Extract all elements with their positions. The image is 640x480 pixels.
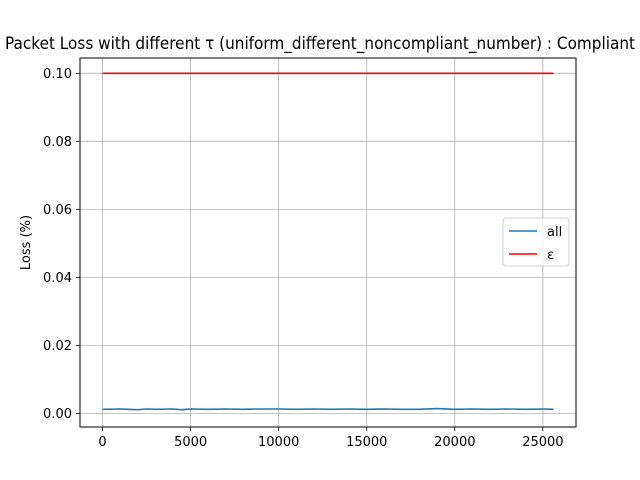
y-tick-label: 0.04: [43, 271, 72, 286]
legend-label: all: [547, 225, 562, 240]
x-tick-label: 25000: [522, 435, 563, 450]
axis-ticks: 0 5000 10000 15000 20000 25000 0.00 0.02 0.04 0.0…: [43, 67, 564, 450]
y-axis-label: Loss (%): [19, 215, 34, 270]
x-tick-label: 0: [98, 435, 106, 450]
grid-lines: [80, 58, 576, 427]
y-tick-label: 0.00: [43, 407, 72, 422]
legend-item: all: [509, 225, 562, 240]
y-tick-label: 0.08: [43, 135, 72, 150]
x-tick-label: 20000: [434, 435, 475, 450]
y-tick-label: 0.06: [43, 203, 72, 218]
y-tick-label: 0.10: [43, 67, 72, 82]
legend-item: ε: [509, 248, 554, 263]
x-tick-label: 5000: [174, 435, 207, 450]
series-line-all: [102, 407, 554, 411]
x-tick-label: 15000: [346, 435, 387, 450]
chart-title: Packet Loss with different τ (uniform_di…: [5, 34, 635, 54]
legend-label: ε: [547, 248, 554, 263]
y-tick-label: 0.02: [43, 339, 72, 354]
x-tick-label: 10000: [258, 435, 299, 450]
series-lines: [102, 72, 554, 411]
legend: all ε: [502, 217, 570, 267]
plot-frame: [79, 57, 577, 428]
